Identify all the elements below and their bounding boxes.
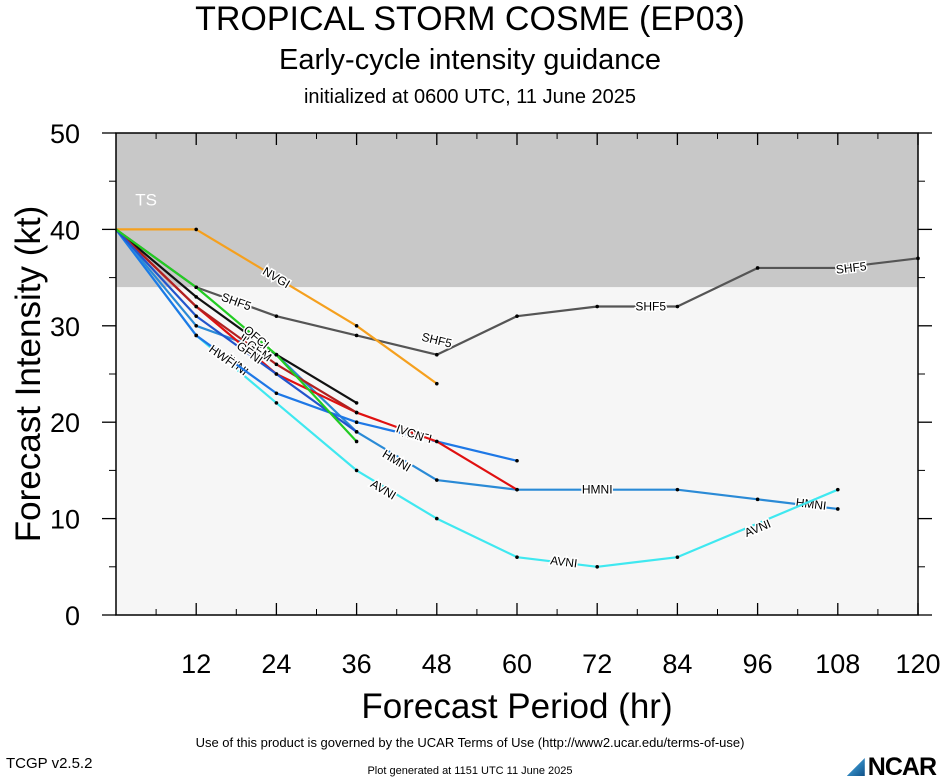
data-point-hwfi — [274, 391, 279, 396]
data-point-avni — [836, 487, 840, 492]
plot-generated-note: Plot generated at 1151 UTC 11 June 2025 — [367, 765, 573, 777]
data-point-hmni — [435, 478, 439, 482]
data-point-gfni — [274, 372, 279, 376]
terms-of-use-note: Use of this product is governed by the U… — [195, 735, 745, 750]
chart-subtitle: Early-cycle intensity guidance — [278, 44, 661, 76]
chart-axes: 12 24 36 48 60 72 84 96 108 120 0 10 20 30 40 50 — [50, 119, 940, 679]
data-point-shf5 — [675, 304, 680, 309]
data-point-shf5 — [435, 352, 439, 357]
data-point-hmni — [755, 497, 760, 502]
series-line-ofci — [115, 228, 358, 443]
data-point-nvgi — [435, 381, 439, 386]
y-axis-label: Forecast Intensity (kt) — [9, 206, 48, 542]
ncar-logo-text: NCAR — [867, 753, 937, 781]
data-point-ofci — [274, 352, 279, 357]
data-point-nvgi — [354, 324, 359, 328]
data-point-avni — [274, 401, 279, 405]
data-point-avni — [675, 555, 680, 559]
data-point-ofci — [194, 285, 198, 290]
intensity-bands: TS — [116, 133, 918, 615]
series-lines: SHF5SHF5SHF5SHF5NVGIHMNIHMNIHMNIAVNIAVNI… — [115, 227, 920, 572]
chart-title: TROPICAL STORM COSME (EP03) — [195, 0, 745, 38]
data-point-shf5 — [595, 304, 599, 309]
data-point-shf5 — [515, 314, 519, 318]
data-point-shf5 — [755, 266, 760, 270]
ts-band-label: TS — [135, 190, 157, 209]
data-point-shf5 — [836, 266, 840, 270]
x-tick-label: 24 — [261, 649, 291, 679]
y-tick-label: 10 — [50, 505, 80, 535]
version-label: TCGP v2.5.2 — [6, 755, 93, 772]
x-tick-label: 60 — [502, 649, 532, 679]
series-label-hmni: HMNI — [582, 483, 613, 497]
data-point-avni — [595, 565, 599, 569]
x-tick-label: 108 — [815, 649, 860, 679]
data-point-lgem — [274, 362, 279, 367]
data-point-ivcn — [515, 487, 519, 492]
x-tick-label: 48 — [422, 649, 452, 679]
data-point-avni — [435, 516, 439, 521]
data-point-hwfi — [354, 420, 359, 425]
x-tick-label: 72 — [582, 649, 612, 679]
x-tick-label: 36 — [342, 649, 372, 679]
data-point-gfni — [354, 430, 359, 434]
series-line-nvgi — [116, 228, 438, 385]
data-point-avni — [354, 468, 359, 473]
series-label-shf5: SHF5 — [835, 259, 867, 277]
data-point-lgem — [194, 304, 198, 309]
below-ts-band — [116, 287, 918, 615]
series-line-lgem — [115, 228, 358, 414]
data-point-dshp — [354, 401, 359, 405]
x-tick-label: 96 — [743, 649, 773, 679]
y-tick-label: 40 — [50, 215, 80, 245]
data-point-hmni — [675, 487, 680, 492]
series-label-shf5: SHF5 — [635, 300, 666, 314]
data-point-hmni — [836, 507, 840, 511]
x-tick-label: 84 — [662, 649, 692, 679]
ts-band — [116, 133, 918, 288]
data-point-nvgi — [194, 227, 198, 232]
data-point-avni — [515, 555, 519, 559]
y-tick-label: 50 — [50, 119, 80, 149]
ncar-logo: NCAR — [846, 753, 937, 782]
data-point-ivcn — [435, 439, 439, 444]
initialization-time: initialized at 0600 UTC, 11 June 2025 — [303, 86, 637, 108]
data-point-lgem — [354, 410, 359, 415]
data-point-hmni — [194, 324, 198, 328]
data-point-ofci — [354, 439, 359, 444]
series-label-avni: AVNI — [549, 553, 578, 570]
series-line-dshp — [115, 228, 358, 404]
data-point-dshp — [194, 295, 198, 299]
y-tick-label: 30 — [50, 312, 80, 342]
x-axis-label: Forecast Period (hr) — [361, 687, 672, 726]
x-tick-label: 12 — [181, 649, 211, 679]
data-point-shf5 — [274, 314, 279, 318]
y-tick-label: 0 — [65, 601, 80, 631]
series-line-gfni — [115, 228, 358, 433]
data-point-hmni — [595, 487, 599, 492]
data-point-hwfi — [194, 333, 198, 338]
x-tick-label: 120 — [895, 649, 940, 679]
data-point-gfni — [194, 314, 198, 318]
y-tick-label: 20 — [50, 408, 80, 438]
data-point-hwfi — [515, 458, 519, 463]
data-point-shf5 — [354, 333, 359, 338]
series-label-hmni: HMNI — [795, 495, 827, 513]
ncar-logo-mark-icon — [846, 758, 865, 776]
